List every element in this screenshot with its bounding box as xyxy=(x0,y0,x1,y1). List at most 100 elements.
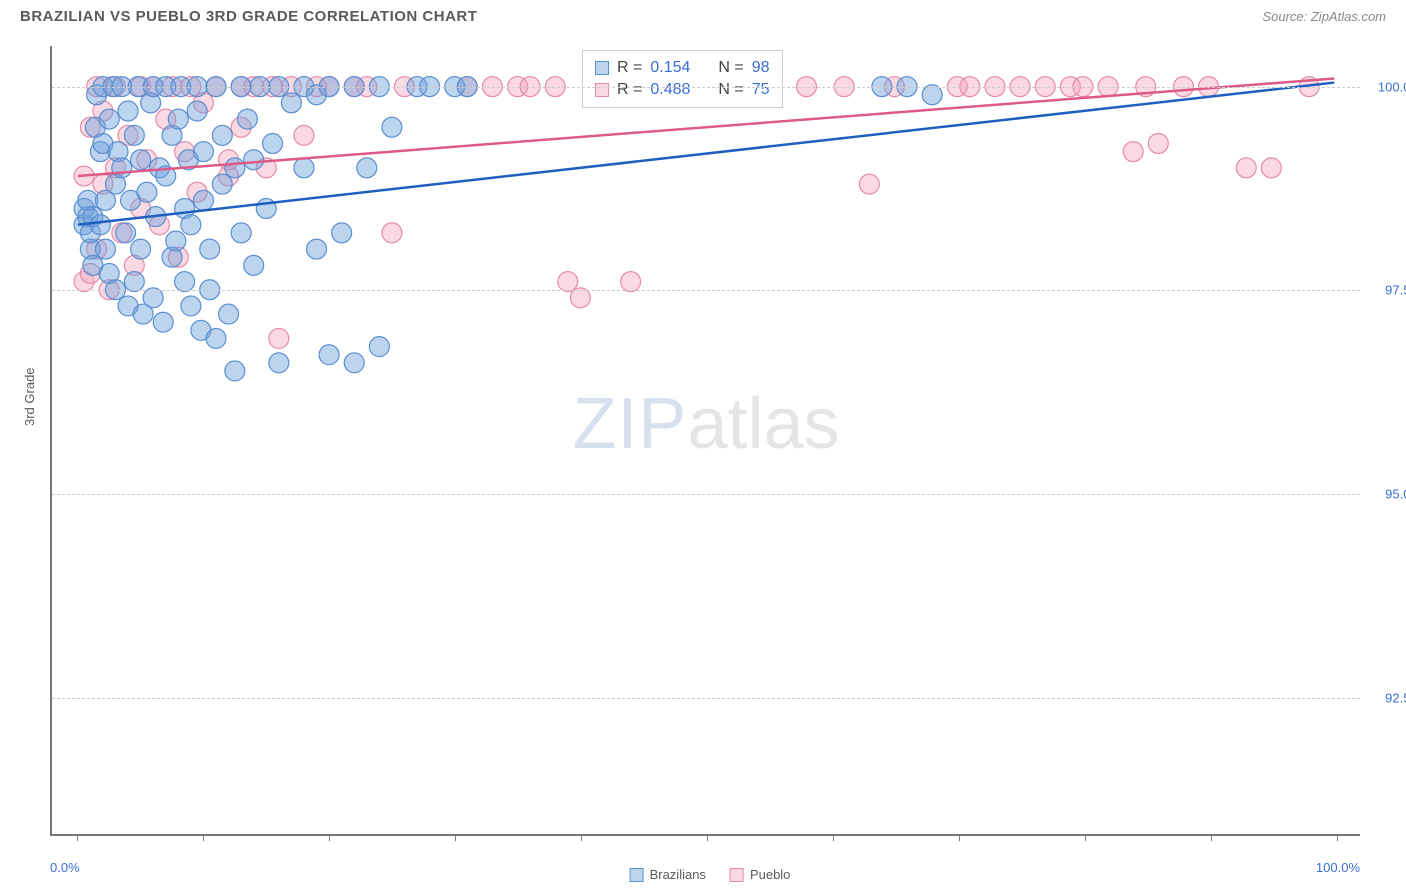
scatter-point xyxy=(212,125,232,145)
scatter-point xyxy=(212,174,232,194)
scatter-point xyxy=(90,215,110,235)
scatter-point xyxy=(131,239,151,259)
scatter-point xyxy=(175,272,195,292)
y-tick-label: 97.5% xyxy=(1385,283,1406,298)
scatter-point xyxy=(269,328,289,348)
scatter-point xyxy=(193,142,213,162)
legend-swatch xyxy=(730,868,744,882)
x-axis-right-label: 100.0% xyxy=(1316,860,1360,875)
scatter-point xyxy=(382,117,402,137)
x-tick xyxy=(581,834,582,841)
x-tick xyxy=(959,834,960,841)
scatter-point xyxy=(244,255,264,275)
y-tick-label: 100.0% xyxy=(1378,79,1406,94)
scatter-point xyxy=(200,239,220,259)
stats-n-label: N = xyxy=(718,81,743,99)
gridline-h xyxy=(52,87,1360,88)
stats-n-value: 75 xyxy=(752,81,770,99)
chart-header: BRAZILIAN VS PUEBLO 3RD GRADE CORRELATIO… xyxy=(0,0,1406,35)
scatter-point xyxy=(1261,158,1281,178)
x-tick xyxy=(455,834,456,841)
x-tick xyxy=(1337,834,1338,841)
scatter-point xyxy=(332,223,352,243)
scatter-point xyxy=(231,223,251,243)
scatter-point xyxy=(131,150,151,170)
scatter-point xyxy=(922,85,942,105)
scatter-point xyxy=(95,239,115,259)
scatter-point xyxy=(621,272,641,292)
plot-region: ZIPatlas R =0.154N =98R =0.488N =75 92.5… xyxy=(50,46,1360,836)
gridline-h xyxy=(52,698,1360,699)
scatter-point xyxy=(294,158,314,178)
scatter-point xyxy=(244,150,264,170)
legend-bottom: Brazilians Pueblo xyxy=(630,867,791,882)
scatter-point xyxy=(558,272,578,292)
chart-source: Source: ZipAtlas.com xyxy=(1262,9,1386,24)
scatter-point xyxy=(116,223,136,243)
scatter-point xyxy=(124,125,144,145)
legend-item: Pueblo xyxy=(730,867,790,882)
gridline-h xyxy=(52,494,1360,495)
scatter-point xyxy=(153,312,173,332)
x-tick xyxy=(329,834,330,841)
x-tick xyxy=(1211,834,1212,841)
scatter-point xyxy=(382,223,402,243)
scatter-point xyxy=(206,328,226,348)
x-tick xyxy=(203,834,204,841)
stats-r-value: 0.154 xyxy=(650,59,690,77)
gridline-h xyxy=(52,290,1360,291)
stats-n-value: 98 xyxy=(752,59,770,77)
scatter-point xyxy=(112,158,132,178)
stats-row: R = 0.488 N = 75 xyxy=(595,79,770,101)
scatter-point xyxy=(99,109,119,129)
legend-item: Brazilians xyxy=(630,867,706,882)
scatter-point xyxy=(294,125,314,145)
scatter-point xyxy=(307,239,327,259)
legend-label: Brazilians xyxy=(650,867,706,882)
stats-r-label: R = xyxy=(617,81,642,99)
scatter-point xyxy=(1123,142,1143,162)
scatter-point xyxy=(219,304,239,324)
scatter-point xyxy=(166,231,186,251)
y-tick-label: 92.5% xyxy=(1385,690,1406,705)
legend-label: Pueblo xyxy=(750,867,790,882)
scatter-point xyxy=(237,109,257,129)
scatter-point xyxy=(225,158,245,178)
chart-title: BRAZILIAN VS PUEBLO 3RD GRADE CORRELATIO… xyxy=(20,8,477,25)
legend-swatch xyxy=(595,83,609,97)
y-axis-label: 3rd Grade xyxy=(22,367,37,426)
scatter-point xyxy=(344,353,364,373)
stats-r-value: 0.488 xyxy=(650,81,690,99)
scatter-point xyxy=(1236,158,1256,178)
stats-row: R = 0.154 N = 98 xyxy=(595,57,770,79)
x-tick xyxy=(833,834,834,841)
x-tick xyxy=(707,834,708,841)
x-tick xyxy=(77,834,78,841)
scatter-point xyxy=(269,353,289,373)
stats-legend-box: R = 0.154 N = 98 R = 0.488 N = 75 xyxy=(582,50,783,108)
scatter-point xyxy=(225,361,245,381)
chart-area: 3rd Grade ZIPatlas R =0.154N =98R =0.488… xyxy=(40,46,1380,856)
scatter-point xyxy=(369,337,389,357)
scatter-point xyxy=(181,215,201,235)
scatter-point xyxy=(319,345,339,365)
scatter-point xyxy=(118,101,138,121)
scatter-point xyxy=(168,109,188,129)
x-tick xyxy=(1085,834,1086,841)
scatter-point xyxy=(124,272,144,292)
scatter-point xyxy=(281,93,301,113)
legend-swatch xyxy=(630,868,644,882)
scatter-point xyxy=(859,174,879,194)
scatter-point xyxy=(357,158,377,178)
legend-swatch xyxy=(595,61,609,75)
scatter-point xyxy=(187,101,207,121)
stats-n-label: N = xyxy=(718,59,743,77)
scatter-point xyxy=(1148,134,1168,154)
x-axis-left-label: 0.0% xyxy=(50,860,80,875)
y-tick-label: 95.0% xyxy=(1385,486,1406,501)
scatter-point xyxy=(193,190,213,210)
stats-r-label: R = xyxy=(617,59,642,77)
scatter-point xyxy=(137,182,157,202)
scatter-point xyxy=(263,134,283,154)
svg-layer xyxy=(52,46,1360,834)
